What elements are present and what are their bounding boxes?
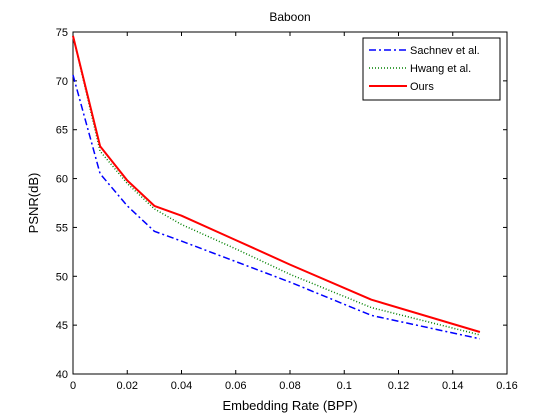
x-axis-label: Embedding Rate (BPP) <box>222 398 357 413</box>
x-tick-label: 0.08 <box>279 380 300 392</box>
x-tick-label: 0.12 <box>388 380 409 392</box>
chart-title: Baboon <box>269 10 310 24</box>
y-tick-label: 65 <box>56 125 68 137</box>
y-tick-label: 55 <box>56 222 68 234</box>
x-tick-label: 0.04 <box>171 380 192 392</box>
y-tick-label: 70 <box>56 76 68 88</box>
y-tick-label: 45 <box>56 320 68 332</box>
y-axis-label: PSNR(dB) <box>26 173 41 234</box>
legend-label-2: Ours <box>410 81 434 93</box>
y-tick-label: 50 <box>56 271 68 283</box>
legend-label-1: Hwang et al. <box>410 63 471 75</box>
legend-label-0: Sachnev et al. <box>410 45 480 57</box>
x-tick-label: 0.16 <box>496 380 517 392</box>
y-tick-label: 60 <box>56 174 68 186</box>
x-tick-label: 0.1 <box>337 380 352 392</box>
series-line-2 <box>72 35 481 333</box>
y-tick-label: 40 <box>56 369 68 381</box>
data-series <box>72 35 481 340</box>
x-tick-label: 0.14 <box>442 380 463 392</box>
series-line-0 <box>72 74 481 340</box>
legend: Sachnev et al. Hwang et al. Ours <box>362 37 501 101</box>
x-tick-label: 0.06 <box>225 380 246 392</box>
series-line-1 <box>72 35 481 336</box>
x-tick-label: 0.02 <box>117 380 138 392</box>
x-tick-label: 0 <box>70 380 76 392</box>
y-tick-label: 75 <box>56 27 68 39</box>
axis-ticks: 0 0.02 0.04 0.06 0.08 0.1 0.12 0.14 0.16 40 45 50 55… <box>56 27 518 392</box>
legend-box <box>362 37 501 101</box>
